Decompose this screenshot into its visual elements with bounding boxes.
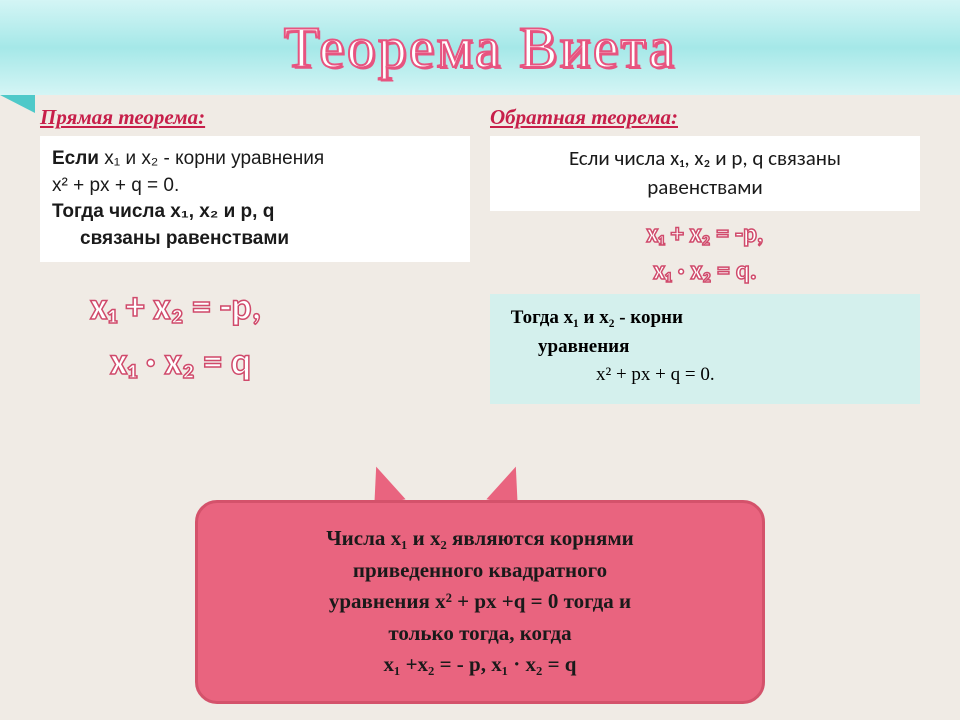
inverse-theorem-premise-box: Если числа x₁, x₂ и p, q связаны равенст… (490, 136, 920, 211)
equation-line: x² + px + q = 0. (52, 173, 458, 200)
direct-formulas: x₁ + x₂ = -p, x₁ · x₂ = q (90, 280, 470, 390)
conclusion-line-1: Тогда x₁ и x₂ - корни (506, 304, 904, 333)
conclusion-equation: x² + px + q = 0. (506, 361, 904, 390)
inverse-product-formula: x₁ · x₂ = q. (490, 252, 920, 290)
left-column: Прямая теорема: Если x₁ и x₂ - корни ура… (40, 105, 470, 404)
inverse-formulas: x₁ + x₂ = -p, x₁ · x₂ = q. (490, 215, 920, 290)
inverse-premise-2: равенствами (502, 173, 908, 202)
conclusion-line-2: уравнения (506, 333, 904, 362)
inverse-premise-1: Если числа x₁, x₂ и p, q связаны (502, 144, 908, 173)
inverse-conclusion-box: Тогда x₁ и x₂ - корни уравнения x² + px … (490, 294, 920, 404)
direct-theorem-premise-box: Если x₁ и x₂ - корни уравнения x² + px +… (40, 136, 470, 262)
then-line-1: Тогда числа x₁, x₂ и p, q (52, 199, 458, 226)
inverse-theorem-heading: Обратная теорема: (490, 105, 920, 130)
direct-theorem-heading: Прямая теорема: (40, 105, 470, 130)
page-title: Теорема Виета (284, 14, 677, 81)
roots-text: x₁ и x₂ - корни уравнения (99, 148, 324, 169)
callout-line-1: Числа x₁ и x₂ являются корнями (226, 523, 734, 555)
inverse-sum-formula: x₁ + x₂ = -p, (490, 215, 920, 253)
two-column-layout: Прямая теорема: Если x₁ и x₂ - корни ура… (0, 95, 960, 404)
product-formula: x₁ · x₂ = q (110, 335, 470, 390)
right-column: Обратная теорема: Если числа x₁, x₂ и p,… (490, 105, 920, 404)
if-label: Если (52, 148, 99, 169)
callout-line-5: x₁ +x₂ = - p, x₁ · x₂ = q (226, 649, 734, 681)
sum-formula: x₁ + x₂ = -p, (90, 280, 470, 335)
premise-line: Если x₁ и x₂ - корни уравнения (52, 146, 458, 173)
callout-line-3: уравнения x² + px +q = 0 тогда и (226, 586, 734, 618)
summary-callout: Числа x₁ и x₂ являются корнями приведенн… (195, 500, 765, 704)
title-banner: Теорема Виета (0, 0, 960, 95)
callout-line-4: только тогда, когда (226, 618, 734, 650)
banner-fold-corner (0, 95, 35, 113)
then-line-2: связаны равенствами (52, 226, 458, 253)
callout-line-2: приведенного квадратного (226, 555, 734, 587)
